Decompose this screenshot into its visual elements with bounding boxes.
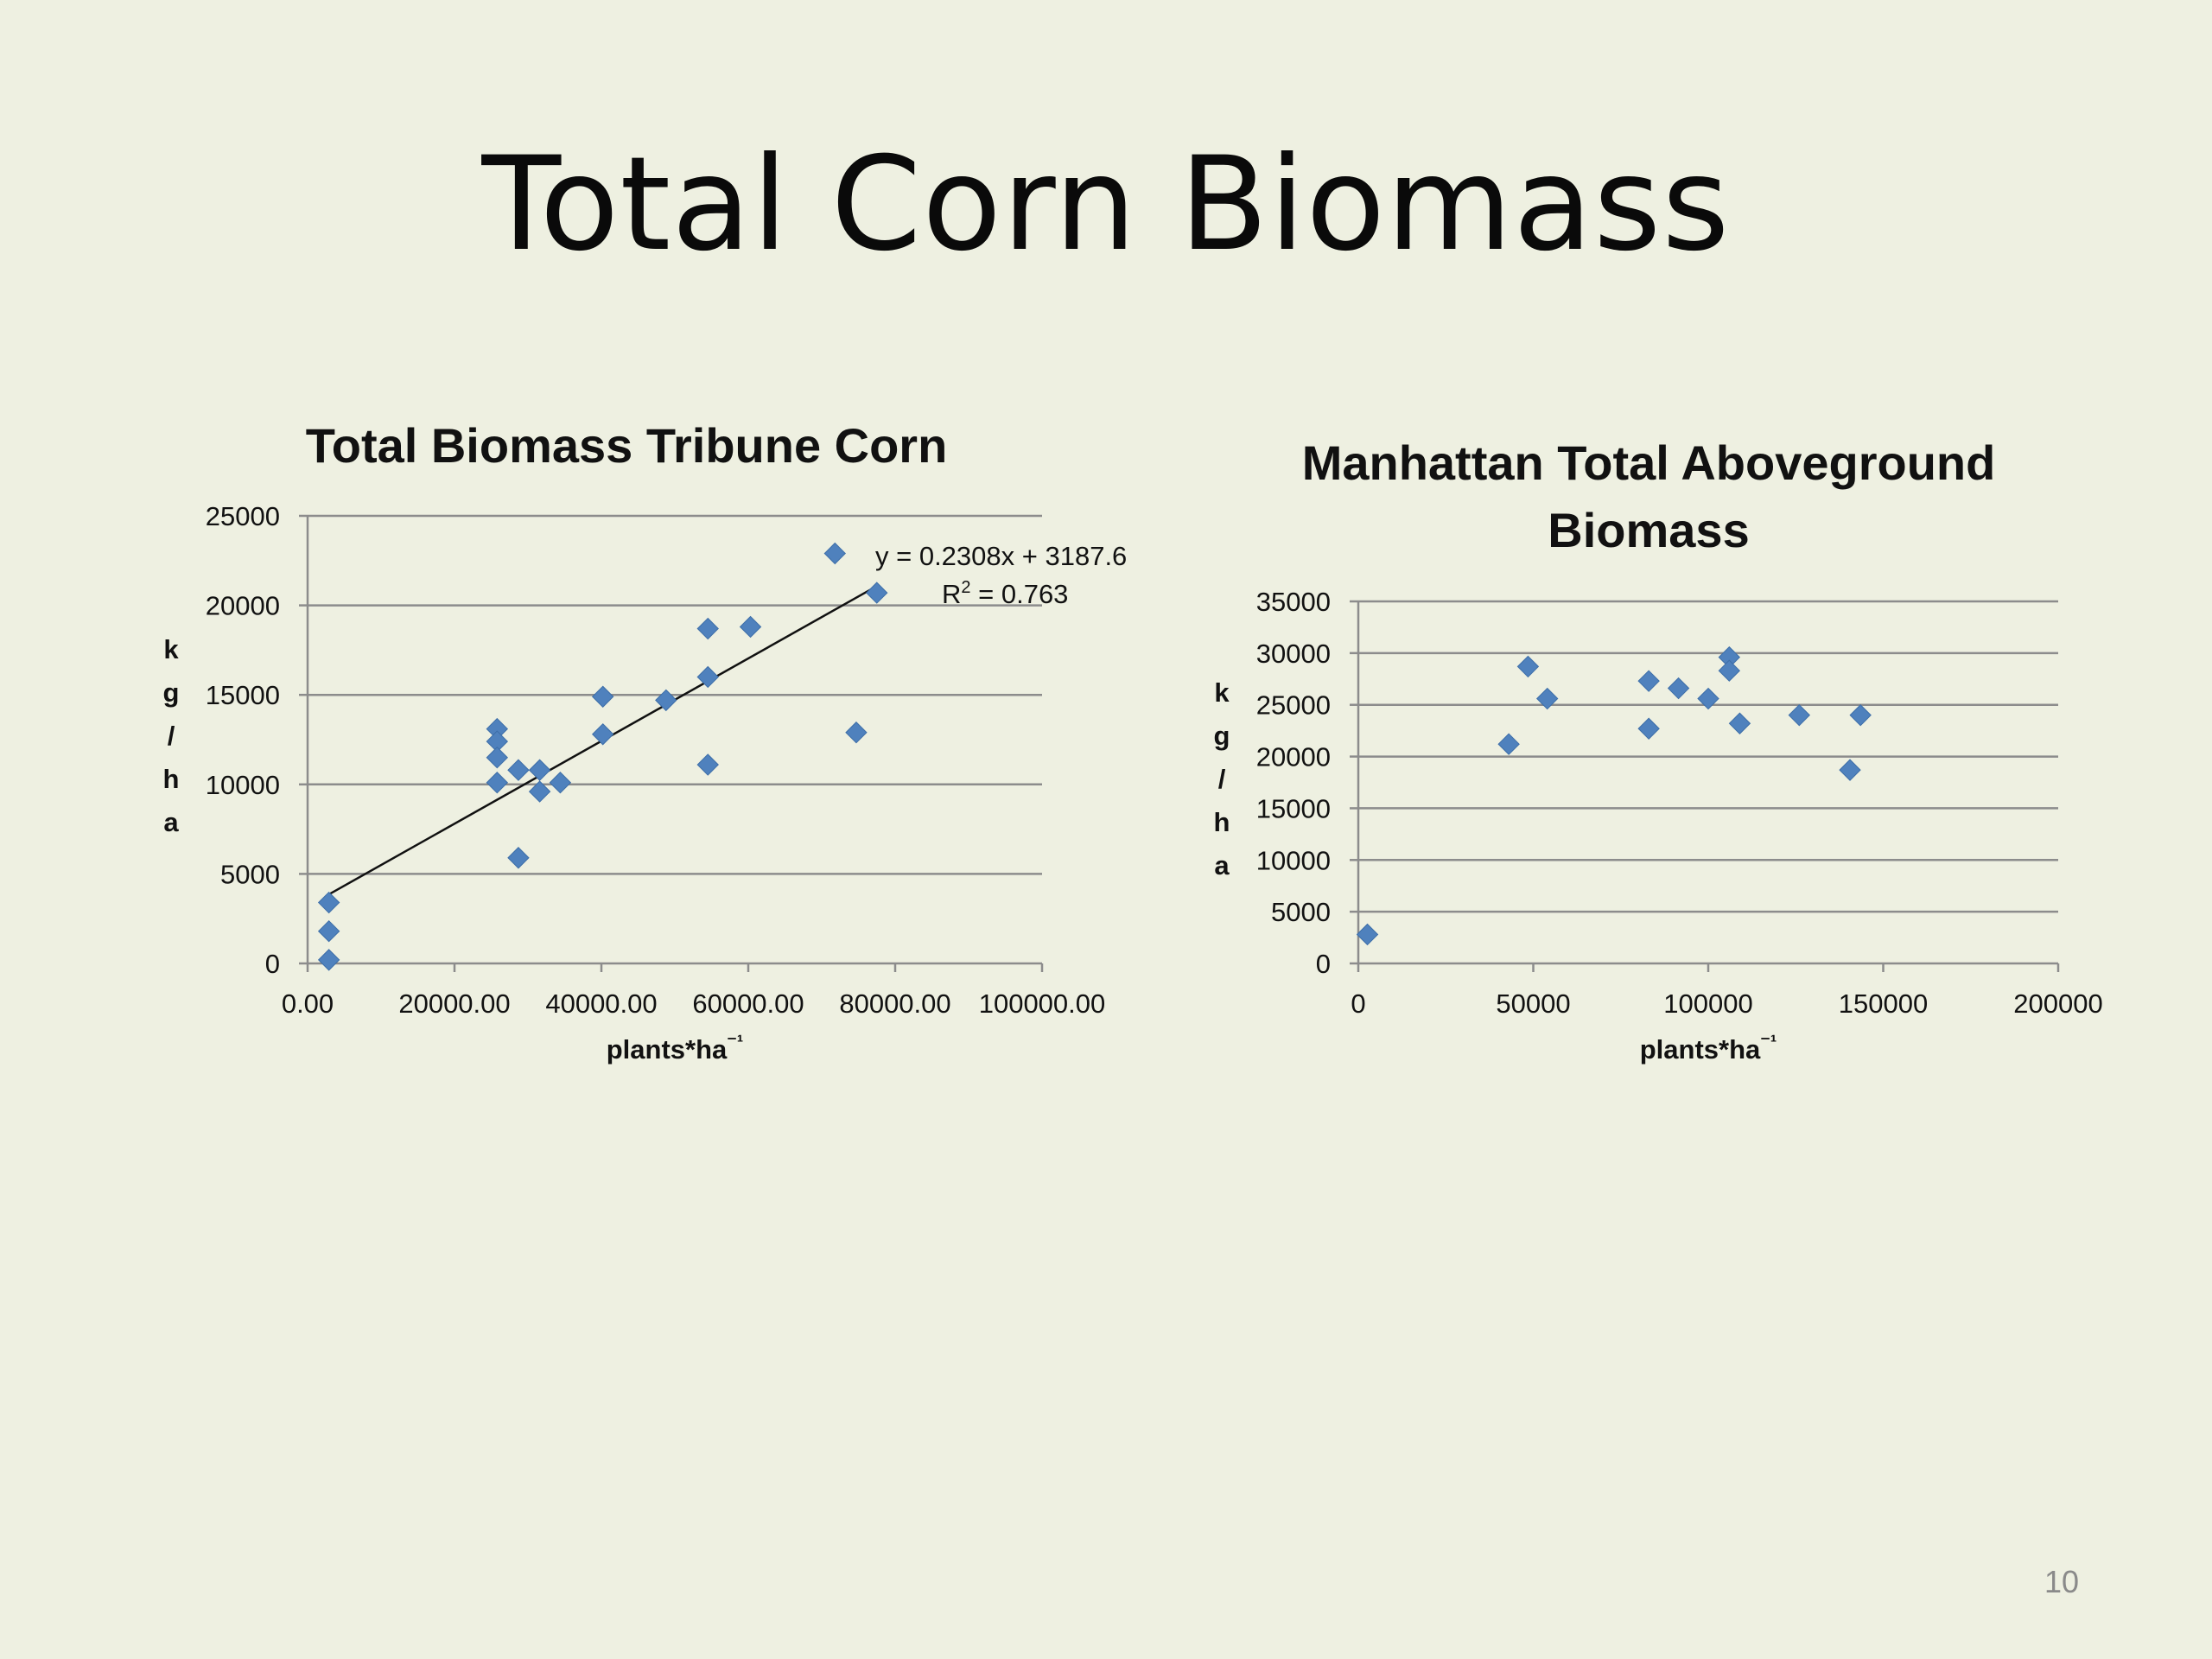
data-point (1497, 733, 1520, 755)
y-tick-label: 20000 (1256, 742, 1331, 772)
x-tick-label: 0.00 (282, 988, 334, 1019)
data-point (486, 747, 509, 769)
y-axis-title-letter: g (163, 677, 180, 708)
y-axis-title-letter: g (1214, 721, 1230, 751)
data-point (739, 615, 762, 639)
plot-area: 0 5000 10000 15000 20000 25000 30000 35000 0 5000… (1214, 587, 2103, 1065)
x-tick-label: 100000.00 (979, 988, 1106, 1019)
data-point (1637, 717, 1660, 740)
x-axis-title: plants*ha⁻¹ (1640, 1031, 1777, 1065)
data-point (507, 759, 530, 781)
x-tick-label: 40000.00 (545, 988, 657, 1019)
y-axis-title-letter: / (1218, 764, 1226, 794)
data-point (317, 949, 340, 971)
y-axis-title-letter: k (1214, 677, 1230, 708)
data-point (317, 891, 340, 914)
y-tick-label: 25000 (1256, 690, 1331, 721)
data-point (591, 685, 614, 708)
y-tick-label: 0 (265, 949, 280, 979)
chart-title-line-2: Biomass (1548, 503, 1749, 557)
x-tick-label: 60000.00 (692, 988, 804, 1019)
x-tick-label: 100000 (1663, 988, 1752, 1019)
y-tick-label: 15000 (206, 680, 280, 710)
plot-area: 0 5000 10000 15000 20000 25000 0.00 20000.00 400… (163, 501, 1128, 1065)
y-tick-label: 0 (1316, 949, 1331, 979)
data-point (1849, 703, 1872, 727)
data-point (696, 665, 719, 689)
trendline-equation: y = 0.2308x + 3187.6 (875, 541, 1127, 571)
data-point (1667, 677, 1690, 700)
y-axis-title-letter: h (163, 764, 180, 794)
y-tick-label: 20000 (206, 591, 280, 621)
data-point (1728, 712, 1751, 734)
data-point (591, 723, 614, 746)
y-axis-title-letter: k (163, 634, 179, 664)
data-point (507, 847, 530, 869)
data-point (549, 772, 572, 794)
y-tick-label: 35000 (1256, 587, 1331, 617)
data-point (1718, 659, 1741, 682)
y-axis-title-letter: h (1214, 807, 1230, 837)
y-axis-title-letter: a (163, 807, 179, 837)
data-point (1356, 923, 1379, 946)
data-point (1516, 655, 1540, 678)
data-point (845, 721, 868, 744)
data-point (1637, 670, 1660, 692)
trendline-r2: R2 = 0.763 (942, 578, 1068, 609)
data-point (696, 617, 719, 640)
x-tick-label: 150000 (1839, 988, 1928, 1019)
chart-title: Total Biomass Tribune Corn (306, 418, 948, 473)
y-tick-label: 5000 (220, 859, 280, 889)
y-tick-label: 10000 (206, 770, 280, 800)
chart-title-line-1: Manhattan Total Aboveground (1302, 435, 1996, 490)
y-tick-label: 25000 (206, 501, 280, 531)
data-point (696, 753, 719, 776)
data-point (655, 689, 677, 712)
data-point (866, 582, 888, 604)
data-point (528, 759, 551, 781)
y-tick-label: 5000 (1271, 897, 1331, 927)
y-axis-title-letter: a (1214, 850, 1230, 880)
x-tick-label: 0 (1351, 988, 1365, 1019)
data-point (1535, 687, 1559, 710)
data-point (823, 542, 847, 565)
x-tick-label: 200000 (2013, 988, 2102, 1019)
x-tick-label: 20000.00 (398, 988, 510, 1019)
data-point (528, 780, 551, 803)
x-tick-label: 80000.00 (839, 988, 950, 1019)
data-point (1697, 687, 1719, 710)
data-point (1788, 703, 1811, 727)
page-number: 10 (2044, 1564, 2079, 1599)
y-tick-label: 30000 (1256, 639, 1331, 669)
data-point (317, 919, 340, 943)
chart-manhattan: Manhattan Total Aboveground Biomass 0 500… (1214, 435, 2103, 1065)
data-point (1839, 759, 1861, 781)
y-axis-title-letter: / (168, 721, 175, 751)
x-axis-title: plants*ha⁻¹ (607, 1031, 743, 1065)
slide-title: Total Corn Biomass (481, 130, 1731, 280)
y-tick-label: 15000 (1256, 793, 1331, 823)
data-point (486, 772, 509, 794)
chart-tribune-corn: Total Biomass Tribune Corn 0 5000 10000 150… (163, 418, 1128, 1065)
y-tick-label: 10000 (1256, 845, 1331, 875)
x-tick-label: 50000 (1496, 988, 1570, 1019)
